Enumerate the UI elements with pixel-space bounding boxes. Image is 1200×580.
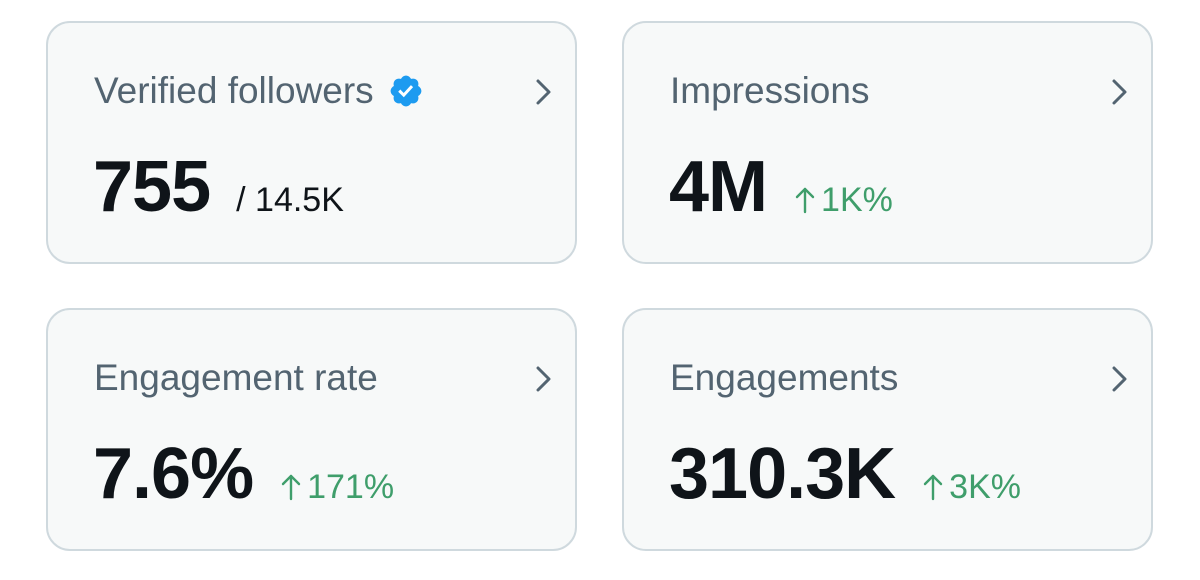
arrow-up-icon <box>795 187 815 214</box>
metric-row: 755 / 14.5K <box>93 147 344 227</box>
metric-value: 7.6% <box>93 434 254 514</box>
chevron-right-icon[interactable] <box>1105 75 1133 109</box>
arrow-up-icon <box>281 474 301 501</box>
metric-change-value: 1K% <box>821 181 893 219</box>
metric-row: 4M 1K% <box>669 147 893 227</box>
metric-change: 171% <box>281 468 394 507</box>
card-header: Impressions <box>670 69 869 113</box>
card-title: Engagement rate <box>94 357 378 398</box>
card-title: Engagements <box>670 357 899 398</box>
metric-row: 7.6% 171% <box>93 434 394 514</box>
metric-total: / 14.5K <box>236 181 344 219</box>
metric-value: 755 <box>93 147 211 227</box>
arrow-up-icon <box>923 474 943 501</box>
chevron-right-icon[interactable] <box>1105 362 1133 396</box>
card-title: Verified followers <box>94 70 374 111</box>
chevron-right-icon[interactable] <box>529 362 557 396</box>
metric-change-value: 171% <box>307 468 395 506</box>
chevron-right-icon[interactable] <box>529 75 557 109</box>
metric-change-value: 3K% <box>949 468 1021 506</box>
verified-badge-icon <box>390 75 422 107</box>
engagements-card[interactable]: Engagements 310.3K 3K% <box>622 308 1153 551</box>
impressions-card[interactable]: Impressions 4M 1K% <box>622 21 1153 264</box>
metric-change: 3K% <box>923 468 1021 507</box>
metric-value: 4M <box>669 147 768 227</box>
card-header: Verified followers <box>94 69 424 113</box>
metric-value: 310.3K <box>669 434 896 514</box>
engagement-rate-card[interactable]: Engagement rate 7.6% 171% <box>46 308 577 551</box>
metric-row: 310.3K 3K% <box>669 434 1021 514</box>
metric-change: 1K% <box>795 181 893 220</box>
card-header: Engagements <box>670 356 898 400</box>
card-header: Engagement rate <box>94 356 378 400</box>
verified-followers-card[interactable]: Verified followers 755 / 14.5K <box>46 21 577 264</box>
card-title: Impressions <box>670 70 870 111</box>
